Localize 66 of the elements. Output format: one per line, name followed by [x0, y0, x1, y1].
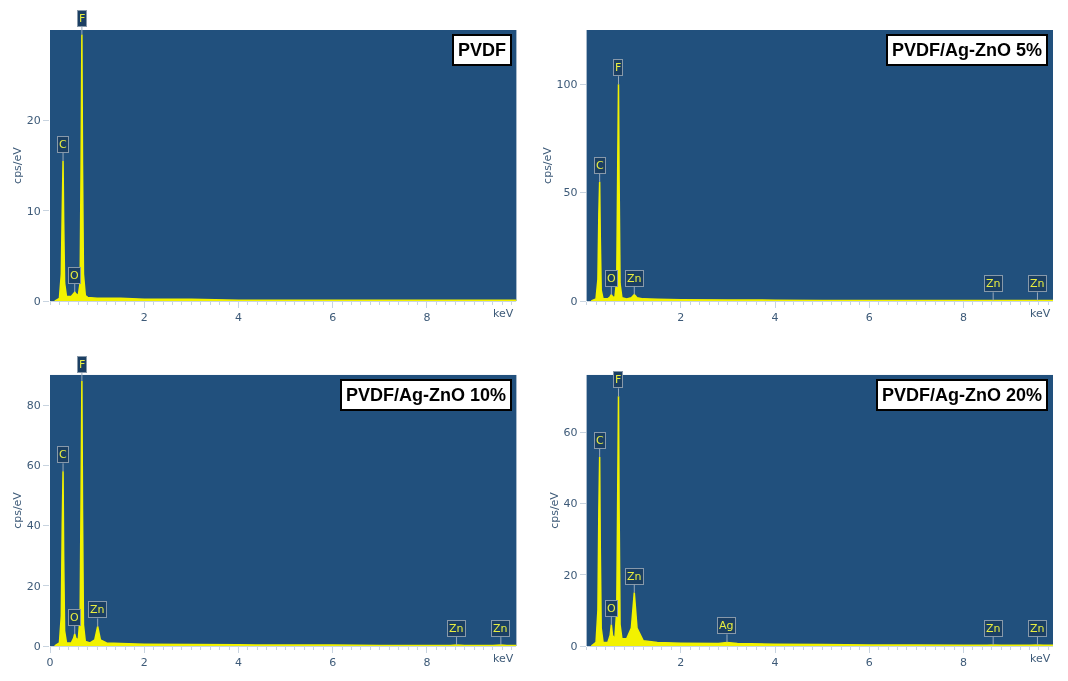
- x-tick-label: 6: [329, 311, 337, 325]
- y-axis-title: cps/eV: [11, 146, 25, 184]
- y-tick-label: 60: [26, 459, 41, 473]
- annotation: C: [596, 434, 604, 447]
- x-tick-label: 8: [423, 656, 431, 670]
- annotation: Zn: [627, 570, 642, 583]
- x-tick-label: 4: [771, 656, 779, 670]
- y-tick-label: 0: [570, 294, 578, 308]
- y-tick-label: 0: [33, 294, 41, 308]
- x-tick-label: 6: [865, 656, 873, 670]
- x-tick-label: 2: [677, 311, 685, 325]
- y-tick-label: 80: [26, 398, 41, 412]
- x-tick-label: 4: [234, 656, 242, 670]
- x-tick-label: 2: [677, 656, 685, 670]
- y-tick-label: 0: [570, 639, 578, 653]
- text: PVDF/Ag-ZnO 5%: [892, 40, 1043, 60]
- annotation: Zn: [1030, 277, 1045, 290]
- annotation: Zn: [449, 622, 464, 635]
- annotation: C: [59, 448, 67, 461]
- y-axis-title: cps/eV: [11, 491, 25, 529]
- y-tick-label: 0: [33, 639, 41, 653]
- annotation: Zn: [986, 622, 1001, 635]
- text: PVDF/Ag-ZnO 10%: [346, 385, 507, 405]
- y-tick-label: 40: [563, 497, 578, 511]
- x-tick-label: 2: [140, 311, 148, 325]
- x-tick-label: 8: [959, 656, 967, 670]
- y-axis-title: cps/eV: [548, 491, 562, 529]
- annotation: C: [59, 138, 67, 151]
- x-tick-label: 6: [865, 311, 873, 325]
- annotation: Ag: [719, 619, 734, 632]
- annotation: Zn: [627, 272, 642, 285]
- x-tick-label: 2: [140, 656, 148, 670]
- annotation: Zn: [493, 622, 508, 635]
- x-tick-label: 4: [234, 311, 242, 325]
- annotation: F: [615, 373, 622, 386]
- annotation: O: [607, 272, 616, 285]
- y-tick-label: 40: [26, 519, 41, 533]
- annotation: O: [70, 269, 79, 282]
- annotation: Zn: [986, 277, 1001, 290]
- y-tick-label: 50: [563, 186, 578, 200]
- annotation: Zn: [1030, 622, 1045, 635]
- x-tick-label: 0: [46, 656, 54, 670]
- annotation: F: [79, 12, 86, 25]
- annotation: F: [79, 358, 86, 371]
- annotation: Zn: [90, 603, 105, 616]
- y-tick-label: 20: [26, 114, 41, 128]
- x-axis-title: keV: [493, 307, 514, 320]
- y-tick-label: 100: [556, 78, 578, 92]
- y-axis-title: cps/eV: [541, 146, 555, 184]
- annotation: O: [607, 602, 616, 615]
- annotation: C: [596, 159, 604, 172]
- x-axis-title: keV: [493, 652, 514, 665]
- x-tick-label: 4: [771, 311, 779, 325]
- annotation: F: [615, 61, 622, 74]
- text: PVDF/Ag-ZnO 20%: [882, 385, 1043, 405]
- text: PVDF: [458, 40, 507, 60]
- y-tick-label: 60: [563, 425, 578, 439]
- y-tick-label: 20: [563, 568, 578, 582]
- x-axis-title: keV: [1030, 652, 1051, 665]
- x-tick-label: 8: [959, 311, 967, 325]
- y-tick-label: 20: [26, 579, 41, 593]
- x-axis-title: keV: [1030, 307, 1051, 320]
- x-tick-label: 8: [423, 311, 431, 325]
- x-tick-label: 6: [329, 656, 337, 670]
- y-tick-label: 10: [26, 204, 41, 218]
- annotation: O: [70, 611, 79, 624]
